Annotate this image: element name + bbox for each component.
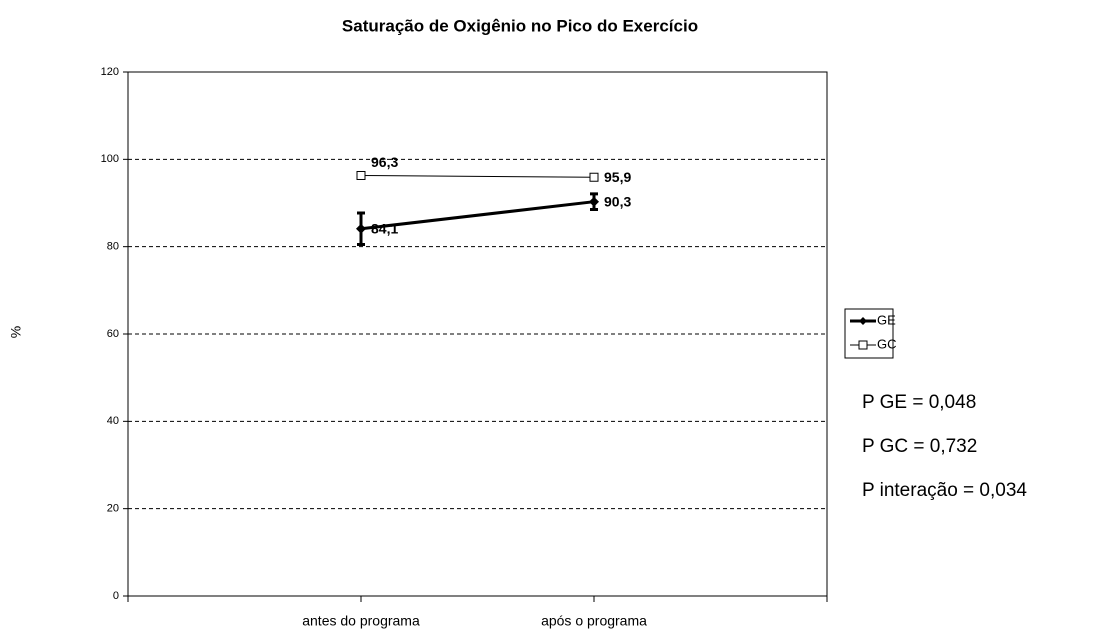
y-tick-label: 120 <box>101 66 119 78</box>
series-line <box>360 200 595 231</box>
marker <box>356 223 366 234</box>
annotation: P GE = 0,048 <box>862 392 976 413</box>
x-tick-label: após o programa <box>541 613 647 629</box>
y-tick-label: 0 <box>113 590 119 602</box>
series-line <box>360 174 595 178</box>
marker <box>356 170 366 180</box>
data-label: 96,3 <box>371 154 398 170</box>
legend-marker <box>858 340 868 350</box>
legend-marker <box>859 317 867 325</box>
x-tick-label: antes do programa <box>302 613 420 629</box>
plot-frame <box>127 71 828 597</box>
y-tick-label: 60 <box>107 328 119 340</box>
legend-label: GE <box>877 312 896 327</box>
data-label: 84,1 <box>371 220 398 236</box>
marker <box>589 196 599 207</box>
annotation: P interação = 0,034 <box>862 480 1027 501</box>
y-axis-label: % <box>8 326 24 338</box>
y-tick-label: 40 <box>107 415 119 427</box>
y-tick-label: 80 <box>107 241 119 253</box>
data-label: 95,9 <box>604 169 631 185</box>
data-label: 90,3 <box>604 193 631 209</box>
marker <box>589 172 599 182</box>
y-tick-label: 20 <box>107 503 119 515</box>
chart-title: Saturação de Oxigênio no Pico do Exercíc… <box>342 16 698 35</box>
legend-label: GC <box>877 336 897 351</box>
legend-box <box>844 308 894 359</box>
y-tick-label: 100 <box>101 153 119 165</box>
annotation: P GC = 0,732 <box>862 436 977 457</box>
